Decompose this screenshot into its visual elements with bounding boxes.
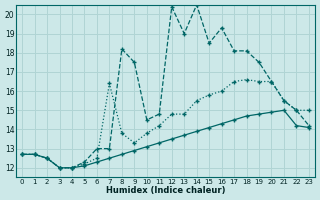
X-axis label: Humidex (Indice chaleur): Humidex (Indice chaleur) <box>106 186 225 195</box>
